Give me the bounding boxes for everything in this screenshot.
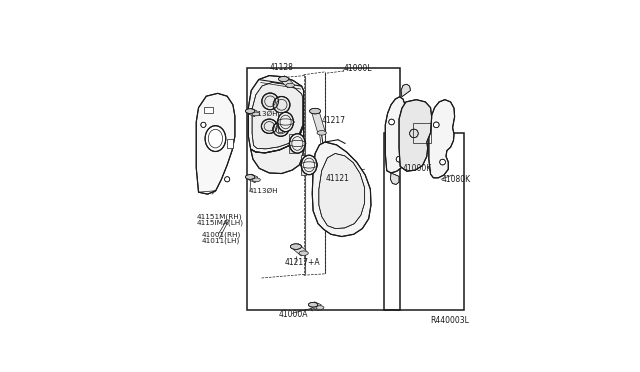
Ellipse shape [262, 93, 278, 110]
Text: 4113ØH: 4113ØH [248, 111, 278, 117]
Text: 41000A: 41000A [278, 310, 308, 319]
Text: 41000K: 41000K [403, 164, 432, 173]
Bar [247, 68, 401, 310]
Bar [204, 107, 213, 113]
Circle shape [388, 119, 394, 125]
Ellipse shape [205, 126, 226, 151]
Circle shape [433, 122, 439, 128]
Bar [289, 134, 294, 153]
Text: 41000L: 41000L [344, 64, 372, 73]
Ellipse shape [301, 162, 317, 168]
Ellipse shape [252, 112, 260, 116]
Polygon shape [249, 174, 258, 183]
Ellipse shape [310, 108, 321, 114]
Circle shape [410, 129, 418, 138]
Polygon shape [312, 110, 325, 134]
Ellipse shape [277, 119, 294, 125]
Polygon shape [390, 173, 399, 185]
Text: 4113ØH: 4113ØH [248, 188, 278, 194]
Polygon shape [248, 76, 303, 153]
Polygon shape [385, 97, 408, 173]
Ellipse shape [273, 96, 290, 113]
Polygon shape [312, 142, 371, 237]
Polygon shape [281, 77, 292, 88]
Bar [384, 134, 464, 310]
Ellipse shape [261, 119, 277, 134]
Polygon shape [251, 125, 303, 173]
Bar [301, 155, 306, 175]
Circle shape [225, 177, 230, 182]
Text: R440003L: R440003L [431, 316, 469, 325]
Text: 41217: 41217 [322, 116, 346, 125]
Polygon shape [294, 244, 306, 256]
Text: 41011(LH): 41011(LH) [202, 238, 240, 244]
Ellipse shape [289, 140, 306, 147]
Ellipse shape [245, 174, 255, 179]
Circle shape [201, 122, 206, 128]
Polygon shape [312, 302, 321, 311]
Ellipse shape [252, 178, 260, 182]
Text: 4115IMA(LH): 4115IMA(LH) [196, 219, 243, 226]
Text: 41121: 41121 [326, 174, 349, 183]
Text: 41080K: 41080K [442, 175, 471, 185]
Ellipse shape [308, 302, 318, 307]
Polygon shape [196, 93, 235, 194]
Ellipse shape [278, 76, 289, 81]
Ellipse shape [278, 112, 294, 132]
Polygon shape [319, 154, 365, 228]
Bar [413, 123, 431, 142]
Ellipse shape [301, 155, 317, 175]
Ellipse shape [245, 109, 255, 113]
Text: 41217+A: 41217+A [285, 259, 321, 267]
Circle shape [440, 159, 445, 165]
Ellipse shape [291, 244, 301, 249]
Bar [278, 112, 282, 132]
Polygon shape [429, 100, 454, 178]
Text: 41128: 41128 [269, 63, 294, 72]
Ellipse shape [289, 134, 305, 153]
Text: 41151M(RH): 41151M(RH) [196, 214, 242, 220]
Polygon shape [249, 108, 257, 117]
Polygon shape [399, 100, 432, 171]
Text: 41001(RH): 41001(RH) [202, 232, 241, 238]
Polygon shape [252, 83, 303, 149]
Ellipse shape [317, 131, 326, 135]
Polygon shape [401, 84, 410, 97]
Ellipse shape [273, 122, 289, 136]
Bar [227, 139, 233, 148]
Ellipse shape [286, 83, 294, 87]
Ellipse shape [316, 306, 324, 310]
Ellipse shape [299, 251, 308, 256]
Circle shape [396, 156, 402, 162]
